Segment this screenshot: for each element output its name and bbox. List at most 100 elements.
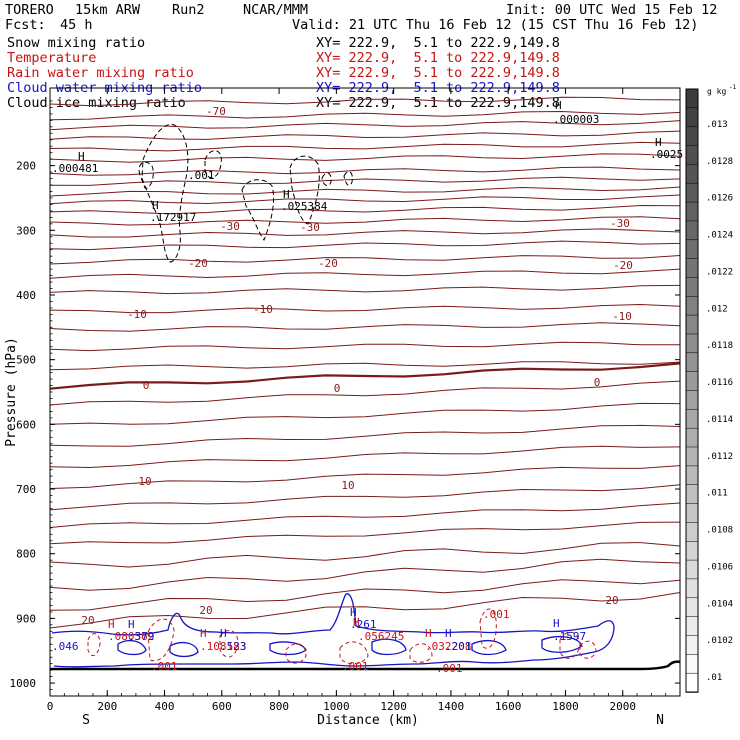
rain-contour [87, 633, 101, 657]
extremum-value: .201 [445, 640, 472, 653]
isotherm-line [49, 341, 681, 352]
x-tick-label: 1400 [438, 700, 465, 713]
isotherm-line [49, 465, 681, 489]
colorbar-tick-label: .0104 [706, 599, 733, 609]
contour-label: .001 [483, 608, 510, 621]
snow-contour [141, 123, 189, 263]
extrema-labels: H .000481 H .172917 H .025384 H .000003 … [52, 99, 683, 653]
rain-contour [409, 643, 433, 663]
isotherm-line [49, 268, 681, 279]
isotherm-label: -20 [613, 259, 633, 272]
y-tick-label: 400 [16, 289, 36, 302]
field-name-cloud-ice: Cloud ice mixing ratio [7, 95, 186, 111]
colorbar-swatch [685, 88, 699, 109]
isotherm-label: -30 [610, 217, 630, 230]
y-tick-label: 800 [16, 548, 36, 561]
contour-label: .001 [342, 660, 369, 673]
isotherm-label: 0 [334, 382, 341, 395]
isotherm-line [49, 130, 681, 140]
colorbar-swatch [685, 654, 699, 674]
colorbar-tick-label: .0108 [706, 526, 733, 536]
isotherm-lines [49, 96, 681, 629]
colorbar-swatch [685, 277, 699, 297]
x-end-label-south: S [82, 713, 90, 728]
isotherm-labels: -70 -30 -30 -30 -20 -20 -20 -10 -10 -10 … [81, 105, 633, 627]
header-init: Init: 00 UTC Wed 15 Feb 12 [506, 2, 718, 18]
extremum-marker: H [200, 627, 207, 640]
isotherm-line [49, 521, 681, 545]
isotherm-line [49, 186, 681, 197]
x-tick-label: 2000 [609, 700, 636, 713]
extremum-marker: H [283, 188, 290, 201]
field-name-temperature: Temperature [7, 50, 97, 66]
extremum-value: .080562 [108, 630, 154, 643]
rain-contour [559, 631, 581, 659]
extremum-value: .000003 [553, 113, 599, 126]
rain-contour [285, 643, 307, 664]
cloud-water-contour [169, 641, 199, 658]
field-xy-rain: XY= 222.9, 5.1 to 222.9,149.8 [316, 65, 560, 81]
colorbar-tick-label: .0126 [706, 194, 733, 204]
extremum-value: .172917 [150, 211, 196, 224]
terrain-line [50, 660, 681, 671]
extremum-value: .000481 [52, 162, 98, 175]
extremum-marker: H [108, 618, 115, 631]
isotherm-line [49, 502, 681, 528]
colorbar-tick-label: .0124 [706, 231, 733, 241]
extremum-marker: H [553, 617, 560, 630]
isotherm-label: -10 [127, 308, 147, 321]
header-model: TORERO [5, 2, 54, 18]
field-xy-snow: XY= 222.9, 5.1 to 222.9,149.8 [316, 35, 560, 51]
colorbar-tick-label: .0102 [706, 636, 733, 646]
extremum-value: .032208 [425, 640, 471, 653]
cloud-water-contours [51, 593, 615, 668]
extremum-value: .379 [128, 630, 155, 643]
snow-contour [204, 150, 222, 179]
colorbar-tick-label: .0116 [706, 378, 733, 388]
isotherm-label: 20 [81, 614, 94, 627]
isotherm-line [49, 110, 681, 121]
x-axis: 0 200 400 600 800 1000 1200 1400 1600 1800 2000 [47, 88, 681, 713]
colorbar-tick-label: .0122 [706, 268, 733, 278]
cloud-water-contour [471, 639, 507, 656]
cloud-water-contour [117, 639, 147, 656]
colorbar-swatch [685, 239, 699, 260]
colorbar-frame [685, 88, 699, 693]
small-contour-labels: .001 .001 .001 .001 .001 [151, 169, 510, 675]
isotherm-label: -10 [612, 310, 632, 323]
header-org: NCAR/MMM [243, 2, 309, 18]
colorbar-swatch [685, 258, 699, 279]
x-tick-label: 1000 [323, 700, 350, 713]
y-tick-label: 200 [16, 160, 36, 173]
contour-label: .001 [188, 169, 215, 182]
x-tick-label: 800 [269, 700, 289, 713]
isotherm-line [49, 361, 681, 371]
colorbar-tick-label: .0128 [706, 157, 733, 167]
colorbar-swatch [685, 314, 699, 335]
y-tick-label: 500 [16, 354, 36, 367]
header-valid: Valid: 21 UTC Thu 16 Feb 12 (15 CST Thu … [292, 17, 699, 33]
extremum-marker: H [555, 99, 562, 112]
extremum-value: .046 [52, 640, 79, 653]
isotherm-line [49, 96, 681, 107]
extremum-marker: H [425, 627, 432, 640]
colorbar-swatch [685, 145, 699, 166]
header-fcst-value: 45 h [60, 17, 93, 33]
extremum-marker: H [220, 627, 227, 640]
isotherm-line [49, 204, 681, 215]
isotherm-line [49, 380, 681, 406]
colorbar-swatch [685, 201, 699, 222]
extremum-value: .1597 [553, 630, 586, 643]
x-tick-label: 1800 [552, 700, 579, 713]
extremum-value: .056245 [358, 630, 404, 643]
y-tick-label: 900 [16, 612, 36, 625]
extremum-marker: H [445, 627, 452, 640]
colorbar-swatch [685, 126, 699, 147]
snow-contour [289, 155, 320, 225]
colorbar-tick-label: .0106 [706, 562, 733, 572]
colorbar-tick-label: .011 [706, 489, 728, 499]
colorbar-swatch [685, 371, 699, 392]
isotherm-line [49, 322, 681, 332]
extremum-value: .261 [350, 618, 377, 631]
extremum-marker: H [655, 136, 662, 149]
